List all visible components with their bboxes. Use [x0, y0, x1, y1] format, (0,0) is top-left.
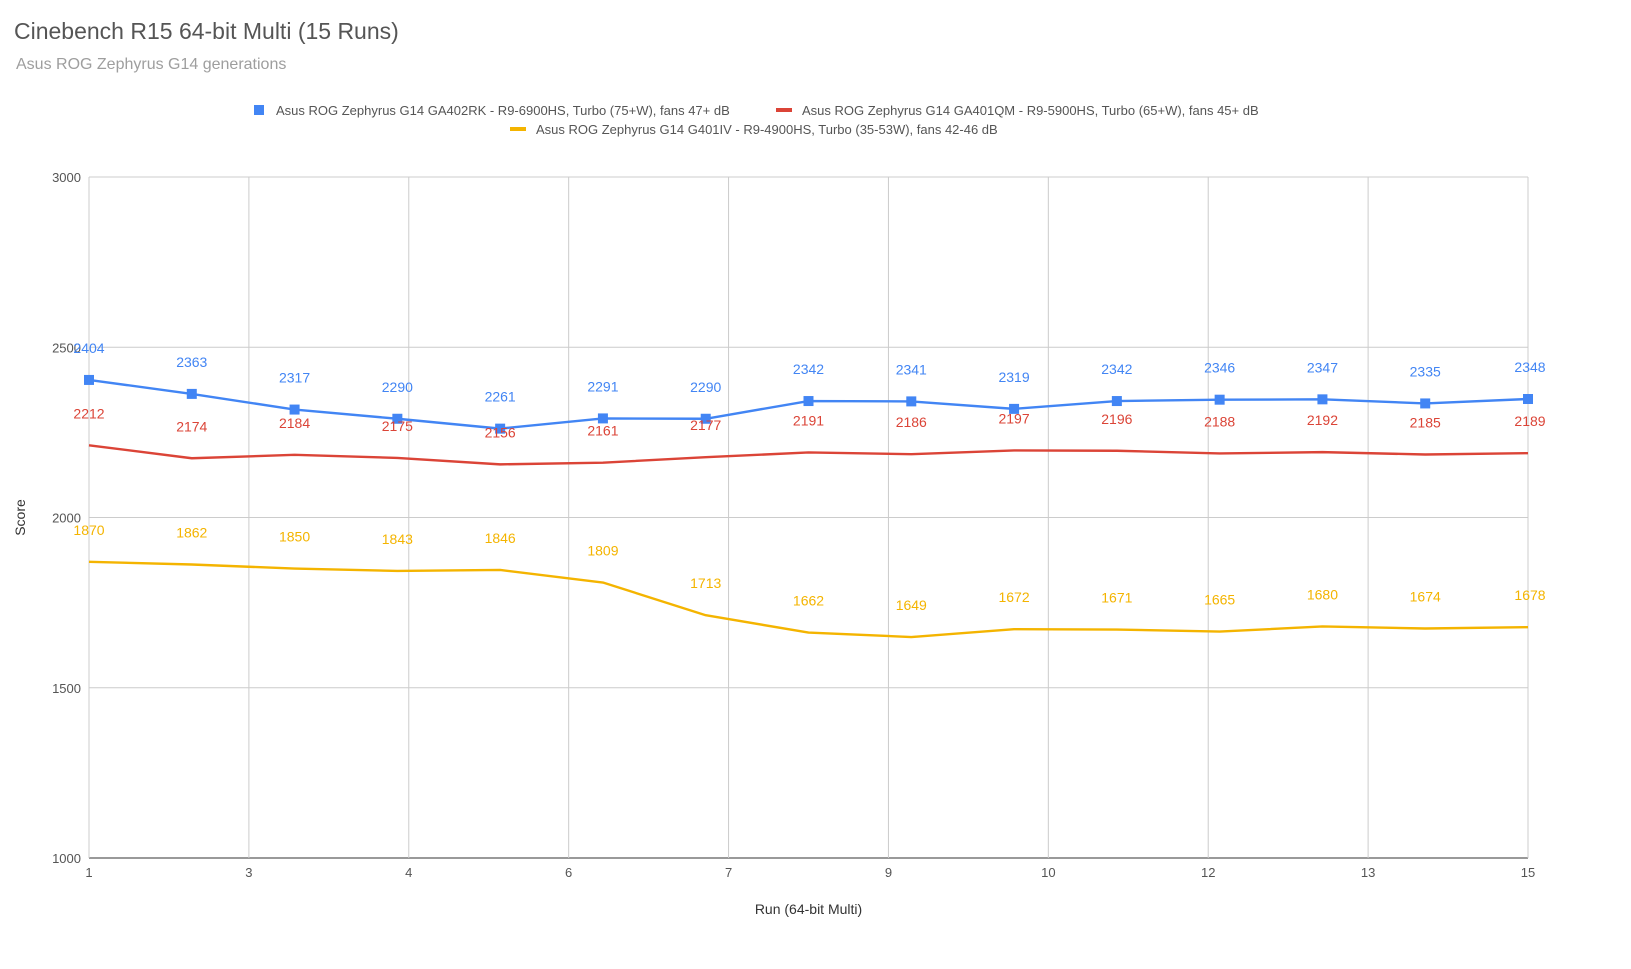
y-axis-title: Score — [12, 499, 28, 536]
x-tick-label: 13 — [1361, 865, 1375, 880]
data-label: 1862 — [176, 524, 207, 540]
data-label: 2363 — [176, 354, 207, 370]
y-tick-label: 2000 — [52, 511, 81, 526]
data-label: 2261 — [485, 389, 516, 405]
x-tick-label: 3 — [245, 865, 252, 880]
data-point — [700, 413, 711, 424]
x-axis-title: Run (64-bit Multi) — [755, 901, 862, 917]
data-label: 2335 — [1410, 363, 1441, 379]
data-labels: 2404 2363 2317 2290 2261 2291 2290 2342 2341 2319… — [73, 340, 1545, 613]
legend-marker — [776, 108, 792, 112]
legend: Asus ROG Zephyrus G14 GA402RK - R9-6900H… — [254, 103, 1259, 137]
legend-entry: Asus ROG Zephyrus G14 GA401QM - R9-5900H… — [802, 103, 1259, 118]
data-label: 2317 — [279, 370, 310, 386]
data-label: 2156 — [485, 424, 516, 440]
chart-subtitle: Asus ROG Zephyrus G14 generations — [16, 56, 287, 73]
data-label: 2192 — [1307, 412, 1338, 428]
legend-entry: Asus ROG Zephyrus G14 G401IV - R9-4900HS… — [536, 122, 998, 137]
data-label: 2290 — [382, 379, 413, 395]
data-label: 1850 — [279, 529, 310, 545]
data-label: 2189 — [1514, 413, 1545, 429]
data-label: 2196 — [1101, 411, 1132, 427]
x-tick-label: 1 — [85, 865, 92, 880]
data-label: 1809 — [587, 543, 618, 559]
data-point — [1420, 398, 1431, 409]
data-label: 2174 — [176, 418, 207, 434]
data-label: 2184 — [279, 415, 310, 431]
data-label: 2341 — [896, 361, 927, 377]
x-tick-label: 7 — [725, 865, 732, 880]
data-label: 2347 — [1307, 359, 1338, 375]
data-label: 2177 — [690, 417, 721, 433]
y-tick-label: 3000 — [52, 170, 81, 185]
x-tick-label: 6 — [565, 865, 572, 880]
data-label: 1843 — [382, 531, 413, 547]
data-label: 2342 — [793, 361, 824, 377]
data-label: 2175 — [382, 418, 413, 434]
data-label: 2161 — [587, 423, 618, 439]
y-tick-label: 1000 — [52, 851, 81, 866]
x-tick-label: 4 — [405, 865, 412, 880]
grid-lines — [88, 176, 1529, 859]
data-label: 2185 — [1410, 415, 1441, 431]
data-point — [1214, 394, 1225, 405]
data-label: 1680 — [1307, 586, 1338, 602]
data-label: 2319 — [998, 369, 1029, 385]
data-label: 1674 — [1410, 589, 1441, 605]
x-tick-label: 10 — [1041, 865, 1055, 880]
data-label: 1665 — [1204, 592, 1235, 608]
data-label: 2290 — [690, 379, 721, 395]
data-label: 1649 — [896, 597, 927, 613]
data-point — [392, 413, 403, 424]
data-label: 1678 — [1514, 587, 1545, 603]
data-point — [1111, 396, 1122, 407]
legend-marker — [254, 105, 264, 115]
data-label: 2186 — [896, 414, 927, 430]
x-tick-label: 15 — [1521, 865, 1535, 880]
data-label: 2197 — [998, 410, 1029, 426]
legend-marker — [510, 127, 526, 131]
data-label: 2291 — [587, 378, 618, 394]
data-point — [289, 404, 300, 415]
data-label: 1662 — [793, 593, 824, 609]
data-label: 2188 — [1204, 413, 1235, 429]
data-point — [186, 388, 197, 399]
data-label: 2212 — [73, 405, 104, 421]
data-label: 2191 — [793, 412, 824, 428]
data-point — [1317, 394, 1328, 405]
data-label: 1846 — [485, 530, 516, 546]
data-point — [597, 413, 608, 424]
data-point — [1009, 403, 1020, 414]
data-point — [1523, 394, 1533, 405]
data-label: 1870 — [73, 522, 104, 538]
data-label: 2404 — [73, 340, 104, 356]
data-label: 2346 — [1204, 360, 1235, 376]
data-label: 2348 — [1514, 359, 1545, 375]
y-tick-label: 2500 — [52, 340, 81, 355]
series-group — [84, 374, 1533, 639]
chart-title: Cinebench R15 64-bit Multi (15 Runs) — [14, 18, 399, 44]
series-line — [88, 444, 1529, 466]
legend-entry: Asus ROG Zephyrus G14 GA402RK - R9-6900H… — [276, 103, 730, 118]
data-label: 1713 — [690, 575, 721, 591]
x-tick-label: 12 — [1201, 865, 1215, 880]
series-line — [88, 560, 1529, 639]
data-point — [803, 396, 814, 407]
data-label: 2342 — [1101, 361, 1132, 377]
data-label: 1671 — [1101, 590, 1132, 606]
data-point — [84, 374, 94, 385]
data-point — [495, 423, 506, 434]
data-point — [906, 396, 917, 407]
data-label: 1672 — [998, 589, 1029, 605]
y-tick-label: 1500 — [52, 681, 81, 696]
x-tick-label: 9 — [885, 865, 892, 880]
